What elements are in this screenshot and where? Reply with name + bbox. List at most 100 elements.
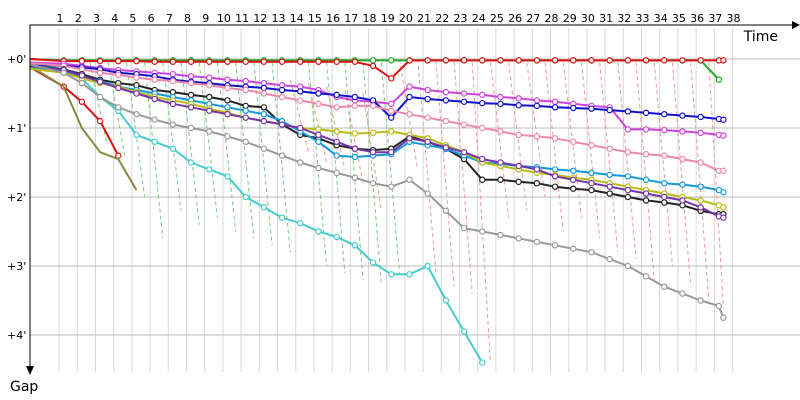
data-point bbox=[315, 90, 322, 97]
data-point bbox=[720, 204, 727, 211]
data-point bbox=[133, 57, 140, 65]
data-point bbox=[406, 176, 413, 183]
data-point bbox=[151, 58, 158, 65]
data-point bbox=[369, 97, 377, 104]
pit-line bbox=[708, 62, 724, 308]
data-point bbox=[115, 104, 122, 111]
data-point bbox=[242, 114, 249, 121]
data-point bbox=[720, 188, 727, 196]
data-point bbox=[388, 183, 395, 190]
data-point bbox=[78, 79, 86, 87]
data-point bbox=[224, 58, 231, 65]
data-point bbox=[224, 104, 231, 111]
data-point bbox=[242, 107, 249, 114]
x-tick-label: 23 bbox=[454, 12, 468, 25]
data-point bbox=[661, 283, 668, 290]
data-point bbox=[697, 183, 704, 190]
data-point bbox=[260, 110, 268, 118]
data-point bbox=[78, 72, 86, 79]
data-point bbox=[588, 169, 595, 177]
data-point bbox=[679, 112, 686, 119]
data-point bbox=[388, 57, 395, 64]
axes: Time Gap bbox=[10, 21, 800, 395]
data-point bbox=[588, 57, 595, 64]
x-tick-label: 5 bbox=[129, 12, 136, 25]
data-point bbox=[606, 183, 613, 190]
series-group bbox=[29, 63, 727, 321]
data-point bbox=[260, 117, 268, 125]
data-point bbox=[369, 148, 377, 156]
pit-line bbox=[398, 58, 419, 170]
data-point bbox=[715, 76, 723, 83]
data-point bbox=[260, 90, 268, 97]
data-point bbox=[424, 138, 431, 145]
data-point bbox=[133, 110, 140, 118]
data-point bbox=[606, 255, 613, 263]
data-point bbox=[533, 97, 541, 104]
data-point bbox=[169, 58, 177, 65]
data-point bbox=[515, 95, 522, 102]
data-point bbox=[460, 57, 468, 64]
data-point bbox=[406, 271, 413, 278]
x-tick-label: 25 bbox=[490, 12, 504, 25]
data-point bbox=[442, 144, 450, 151]
data-point bbox=[551, 173, 559, 180]
data-point bbox=[551, 183, 559, 190]
data-point bbox=[260, 145, 268, 152]
data-point bbox=[551, 57, 559, 64]
data-point bbox=[351, 93, 359, 101]
data-point bbox=[133, 90, 140, 97]
x-tick-label: 7 bbox=[166, 12, 173, 25]
x-tick-label: 29 bbox=[563, 12, 577, 25]
data-point bbox=[442, 207, 450, 214]
x-axis-title: Time bbox=[743, 29, 778, 45]
data-point bbox=[588, 248, 595, 256]
pit-line bbox=[435, 60, 455, 287]
pit-line bbox=[599, 62, 619, 253]
data-point bbox=[720, 314, 727, 321]
data-point bbox=[497, 128, 504, 135]
data-point bbox=[606, 145, 613, 152]
data-point bbox=[642, 57, 650, 64]
data-point bbox=[169, 145, 177, 152]
data-point bbox=[297, 159, 304, 166]
data-point bbox=[570, 185, 577, 192]
data-point bbox=[406, 93, 413, 101]
data-point bbox=[570, 57, 577, 64]
data-point bbox=[187, 104, 195, 111]
data-point bbox=[206, 93, 213, 101]
y-tick-label: +0' bbox=[7, 53, 26, 66]
data-point bbox=[515, 178, 522, 186]
x-tick-label: 9 bbox=[202, 12, 209, 25]
leader-line bbox=[216, 62, 237, 232]
x-tick-label: 38 bbox=[727, 12, 741, 25]
data-point bbox=[424, 57, 431, 64]
data-point bbox=[388, 114, 395, 121]
data-point bbox=[260, 58, 268, 65]
data-point bbox=[642, 273, 650, 280]
data-point bbox=[720, 132, 727, 139]
data-point bbox=[460, 90, 468, 97]
pit-line bbox=[489, 62, 510, 218]
data-point bbox=[60, 69, 67, 77]
data-point bbox=[169, 70, 177, 78]
data-point bbox=[224, 84, 231, 92]
data-point bbox=[642, 176, 650, 183]
data-point bbox=[697, 57, 704, 64]
data-point bbox=[260, 104, 268, 111]
data-point bbox=[479, 155, 486, 163]
data-point bbox=[533, 102, 541, 110]
data-point bbox=[624, 262, 632, 270]
data-point bbox=[388, 128, 395, 135]
data-point bbox=[333, 152, 340, 159]
data-point bbox=[515, 162, 522, 170]
data-point bbox=[533, 57, 541, 64]
data-point bbox=[551, 98, 559, 105]
pit-line bbox=[653, 62, 673, 267]
data-point bbox=[315, 100, 322, 108]
data-point bbox=[606, 190, 613, 197]
x-tick-label: 27 bbox=[526, 12, 540, 25]
data-point bbox=[297, 124, 304, 132]
data-point bbox=[169, 100, 177, 108]
